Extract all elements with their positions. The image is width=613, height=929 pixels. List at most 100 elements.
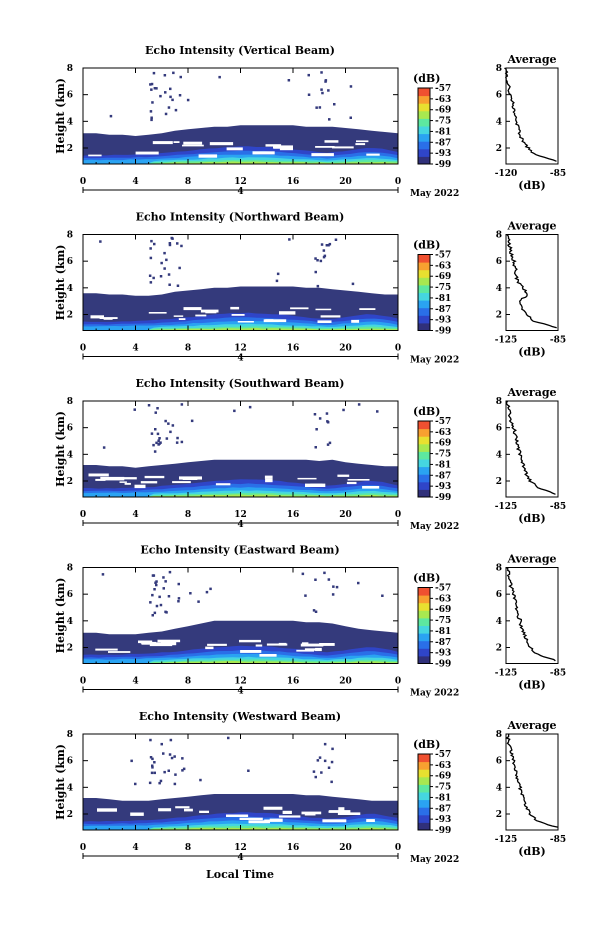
echo-speck — [159, 94, 162, 98]
echo-speck — [301, 572, 305, 576]
echo-gap — [347, 479, 370, 481]
echo-speck — [155, 441, 158, 445]
colorbar-swatch — [418, 648, 430, 657]
profile-y-tick: 4 — [496, 617, 502, 627]
echo-gap — [179, 476, 202, 480]
echo-gap — [362, 486, 380, 489]
y-axis-label: Height (km) — [54, 578, 67, 654]
colorbar-swatch — [418, 141, 430, 150]
x-tick-label: 20 — [339, 843, 352, 853]
echo-gap — [315, 308, 332, 311]
echo-gap — [231, 314, 245, 316]
y-tick-label: 4 — [67, 617, 73, 627]
echo-gap — [200, 309, 219, 313]
colorbar-swatch — [418, 754, 430, 763]
echo-speck — [156, 432, 160, 436]
profile-title: Average — [506, 53, 556, 66]
echo-speck — [326, 443, 330, 446]
echo-speck — [152, 276, 155, 280]
echo-speck — [323, 571, 326, 575]
y-tick-label: 6 — [67, 757, 73, 767]
echo-speck — [164, 112, 168, 116]
echo-speck — [153, 611, 157, 615]
day-marker: 4 — [237, 687, 243, 697]
echo-heatmap — [83, 236, 398, 331]
profile-x-tick: -85 — [550, 835, 566, 845]
echo-speck — [158, 437, 161, 440]
echo-speck — [335, 585, 339, 589]
colorbar-swatch — [418, 110, 430, 119]
echo-speck — [349, 85, 353, 88]
colorbar-swatch — [418, 292, 430, 301]
echo-speck — [169, 87, 172, 91]
echo-speck — [155, 583, 158, 587]
echo-speck — [163, 267, 166, 270]
echo-speck — [320, 771, 323, 774]
echo-gap — [136, 153, 154, 155]
colorbar-swatch — [418, 95, 430, 104]
profile-y-tick: 6 — [496, 590, 502, 600]
echo-speck — [186, 98, 190, 102]
colorbar-tick: -63 — [435, 594, 451, 604]
colorbar-swatch — [418, 784, 430, 793]
colorbar-swatch — [418, 421, 430, 430]
x-tick-label: 20 — [339, 677, 352, 687]
profile-y-tick: 4 — [496, 450, 502, 460]
chart-panel: Echo Intensity (Vertical Beam) 2 4 6 8 0 4 8 12 1… — [54, 44, 566, 199]
y-tick-label: 4 — [67, 284, 73, 294]
echo-speck — [164, 91, 167, 94]
date-label: May 2022 — [410, 189, 459, 199]
echo-speck — [177, 582, 180, 586]
echo-speck — [169, 430, 172, 434]
echo-speck — [190, 419, 194, 423]
colorbar-tick: -75 — [435, 283, 451, 293]
echo-speck — [315, 106, 318, 109]
echo-speck — [148, 781, 152, 785]
average-profile: Average 2 4 6 8 -125 -85 (dB) — [495, 719, 566, 858]
average-profile: Average 2 4 6 8 -125 -85 (dB) — [495, 553, 566, 692]
echo-speck — [332, 585, 335, 588]
echo-gap — [148, 312, 167, 314]
echo-gap — [304, 648, 318, 651]
echo-speck — [330, 780, 333, 784]
profile-title: Average — [506, 719, 556, 732]
echo-speck — [168, 242, 172, 245]
profile-line — [505, 733, 559, 828]
colorbar-swatch — [418, 126, 430, 135]
day-marker: 4 — [237, 520, 243, 530]
x-tick-label: 8 — [185, 510, 191, 520]
echo-gap — [300, 643, 324, 647]
echo-speck — [177, 600, 180, 603]
echo-speck — [197, 600, 200, 603]
echo-gap — [351, 319, 360, 323]
y-tick-label: 2 — [67, 144, 73, 154]
echo-speck — [330, 760, 334, 764]
echo-speck — [154, 428, 157, 431]
echo-speck — [323, 759, 327, 763]
echo-speck — [172, 71, 175, 75]
y-tick-label: 8 — [67, 231, 73, 241]
profile-y-tick: 6 — [496, 757, 502, 767]
chart-panel: Echo Intensity (Southward Beam) 2 4 6 8 0 4 8 12… — [54, 377, 566, 532]
echo-gap — [95, 478, 106, 481]
profile-title: Average — [506, 553, 556, 566]
profile-x-tick: -85 — [550, 502, 566, 512]
echo-gap — [209, 142, 234, 146]
x-tick-label: 4 — [132, 510, 138, 520]
echo-speck — [160, 742, 163, 746]
echo-speck — [288, 238, 291, 241]
echo-gap — [183, 141, 203, 145]
echo-speck — [159, 779, 163, 783]
echo-gap — [263, 806, 283, 810]
echo-speck — [176, 242, 179, 245]
x-tick-label: 16 — [287, 843, 300, 853]
echo-speck — [328, 242, 332, 246]
x-tick-label: 16 — [287, 510, 300, 520]
profile-y-tick: 4 — [496, 284, 502, 294]
echo-gap — [226, 147, 243, 151]
echo-speck — [313, 413, 317, 416]
colorbar-swatch — [418, 118, 430, 127]
echo-gap — [152, 141, 173, 145]
profile-y-tick: 8 — [496, 397, 502, 407]
colorbar-swatch — [418, 761, 430, 770]
